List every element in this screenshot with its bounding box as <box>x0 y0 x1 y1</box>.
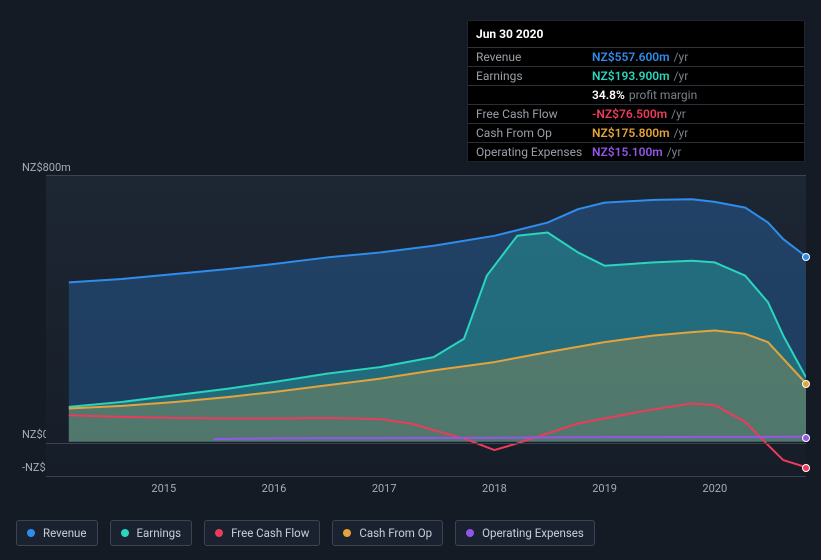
legend-item-revenue[interactable]: Revenue <box>16 520 98 546</box>
x-axis-label: 2017 <box>372 482 397 495</box>
tooltip-row-value: NZ$557.600m <box>592 50 670 64</box>
tooltip-row-unit: /yr <box>674 126 689 140</box>
chart-legend: Revenue Earnings Free Cash Flow Cash From O… <box>16 520 595 546</box>
tooltip-row: 34.8% profit margin <box>468 86 804 105</box>
x-axis-label: 2015 <box>151 482 176 495</box>
tooltip-row: EarningsNZ$193.900m/yr <box>468 67 804 86</box>
chart-tooltip: Jun 30 2020 RevenueNZ$557.600m/yrEarning… <box>467 20 805 162</box>
legend-label: Cash From Op <box>359 526 432 540</box>
chart-series <box>46 176 806 475</box>
tooltip-row-value: NZ$193.900m <box>592 69 670 83</box>
chart-gridline <box>46 443 806 444</box>
legend-label: Operating Expenses <box>482 526 584 540</box>
tooltip-row-unit: profit margin <box>629 88 697 102</box>
legend-label: Free Cash Flow <box>231 526 309 540</box>
tooltip-row: RevenueNZ$557.600m/yr <box>468 48 804 67</box>
legend-label: Earnings <box>137 526 182 540</box>
y-axis-label: NZ$0 <box>22 428 49 441</box>
legend-item-operating-expenses[interactable]: Operating Expenses <box>455 520 595 546</box>
tooltip-row-value: NZ$175.800m <box>592 126 670 140</box>
legend-dot-icon <box>27 529 35 537</box>
tooltip-row-unit: /yr <box>674 69 689 83</box>
tooltip-row: Cash From OpNZ$175.800m/yr <box>468 124 804 143</box>
legend-item-free-cash-flow[interactable]: Free Cash Flow <box>204 520 320 546</box>
series-end-marker <box>802 380 810 388</box>
y-axis-label: NZ$800m <box>22 161 71 174</box>
tooltip-row-label: Revenue <box>476 50 592 64</box>
x-axis-label: 2018 <box>482 482 507 495</box>
series-end-marker <box>802 434 810 442</box>
chart-plot-area <box>46 175 806 475</box>
x-axis-label: 2019 <box>592 482 617 495</box>
tooltip-row-unit: /yr <box>671 107 686 121</box>
legend-dot-icon <box>343 529 351 537</box>
legend-label: Revenue <box>43 526 87 540</box>
financials-chart: NZ$800mNZ$0-NZ$100m 20152016201720182019… <box>16 155 806 495</box>
legend-dot-icon <box>121 529 129 537</box>
tooltip-row-value: 34.8% <box>592 88 625 102</box>
tooltip-row-label: Earnings <box>476 69 592 83</box>
x-axis-label: 2020 <box>702 482 727 495</box>
legend-item-cash-from-op[interactable]: Cash From Op <box>332 520 443 546</box>
tooltip-date: Jun 30 2020 <box>468 21 804 48</box>
tooltip-row-label: Free Cash Flow <box>476 107 592 121</box>
chart-gridline <box>46 476 806 477</box>
series-end-marker <box>802 253 810 261</box>
series-end-marker <box>802 464 810 472</box>
tooltip-row-unit: /yr <box>674 50 689 64</box>
tooltip-row-label: Cash From Op <box>476 126 592 140</box>
x-axis-label: 2016 <box>262 482 287 495</box>
legend-dot-icon <box>466 529 474 537</box>
legend-item-earnings[interactable]: Earnings <box>110 520 193 546</box>
legend-dot-icon <box>215 529 223 537</box>
tooltip-row: Free Cash Flow-NZ$76.500m/yr <box>468 105 804 124</box>
tooltip-row-value: -NZ$76.500m <box>592 107 667 121</box>
